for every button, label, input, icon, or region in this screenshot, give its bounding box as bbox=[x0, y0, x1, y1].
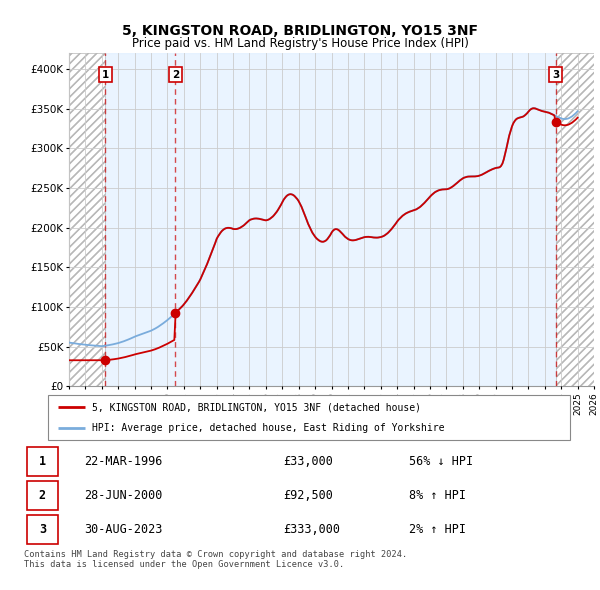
Text: 2: 2 bbox=[172, 70, 179, 80]
Text: 28-JUN-2000: 28-JUN-2000 bbox=[84, 489, 162, 502]
Text: 22-MAR-1996: 22-MAR-1996 bbox=[84, 454, 162, 468]
FancyBboxPatch shape bbox=[48, 395, 570, 440]
Text: 5, KINGSTON ROAD, BRIDLINGTON, YO15 3NF (detached house): 5, KINGSTON ROAD, BRIDLINGTON, YO15 3NF … bbox=[92, 402, 421, 412]
Text: £33,000: £33,000 bbox=[283, 454, 333, 468]
FancyBboxPatch shape bbox=[27, 447, 58, 476]
Text: HPI: Average price, detached house, East Riding of Yorkshire: HPI: Average price, detached house, East… bbox=[92, 422, 445, 432]
FancyBboxPatch shape bbox=[27, 481, 58, 510]
Text: £333,000: £333,000 bbox=[283, 523, 340, 536]
Bar bbox=[556, 53, 594, 386]
Bar bbox=[69, 53, 106, 386]
Text: 3: 3 bbox=[552, 70, 559, 80]
Text: 1: 1 bbox=[102, 70, 109, 80]
Text: Price paid vs. HM Land Registry's House Price Index (HPI): Price paid vs. HM Land Registry's House … bbox=[131, 37, 469, 50]
Text: 3: 3 bbox=[39, 523, 46, 536]
Text: 1: 1 bbox=[39, 454, 46, 468]
Text: 2% ↑ HPI: 2% ↑ HPI bbox=[409, 523, 466, 536]
Text: 56% ↓ HPI: 56% ↓ HPI bbox=[409, 454, 473, 468]
Text: £92,500: £92,500 bbox=[283, 489, 333, 502]
Text: 30-AUG-2023: 30-AUG-2023 bbox=[84, 523, 162, 536]
FancyBboxPatch shape bbox=[27, 514, 58, 544]
Text: 2: 2 bbox=[39, 489, 46, 502]
Bar bbox=[106, 53, 556, 386]
Text: 8% ↑ HPI: 8% ↑ HPI bbox=[409, 489, 466, 502]
Text: Contains HM Land Registry data © Crown copyright and database right 2024.
This d: Contains HM Land Registry data © Crown c… bbox=[24, 550, 407, 569]
Text: 5, KINGSTON ROAD, BRIDLINGTON, YO15 3NF: 5, KINGSTON ROAD, BRIDLINGTON, YO15 3NF bbox=[122, 24, 478, 38]
